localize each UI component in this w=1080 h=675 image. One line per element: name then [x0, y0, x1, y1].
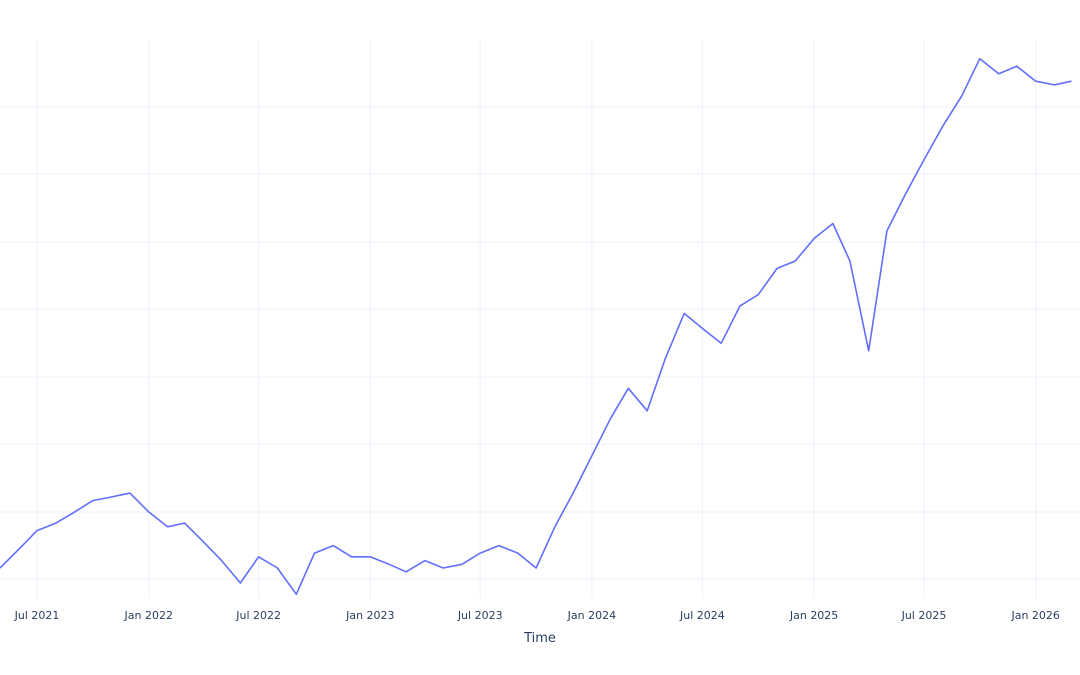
series-line — [0, 57, 1072, 596]
x-tick-label: Jul 2024 — [679, 609, 725, 622]
x-tick-label: Jan 2022 — [124, 609, 173, 622]
x-tick-label: Jan 2023 — [345, 609, 394, 622]
x-tick-label: Jan 2026 — [1010, 609, 1059, 622]
x-tick-label: Jan 2025 — [789, 609, 838, 622]
grid — [0, 40, 1080, 598]
x-tick-label: Jul 2022 — [235, 609, 281, 622]
x-axis-title: Time — [523, 631, 556, 646]
x-tick-label: Jan 2024 — [567, 609, 616, 622]
x-tick-label: Jul 2023 — [457, 609, 503, 622]
x-axis-ticks: Jul 2021 Jan 2022 Jul 2022 Jan 2023 Jul 2023… — [14, 609, 1060, 622]
x-tick-label: Jul 2025 — [901, 609, 947, 622]
x-tick-label: Jul 2021 — [14, 609, 60, 622]
